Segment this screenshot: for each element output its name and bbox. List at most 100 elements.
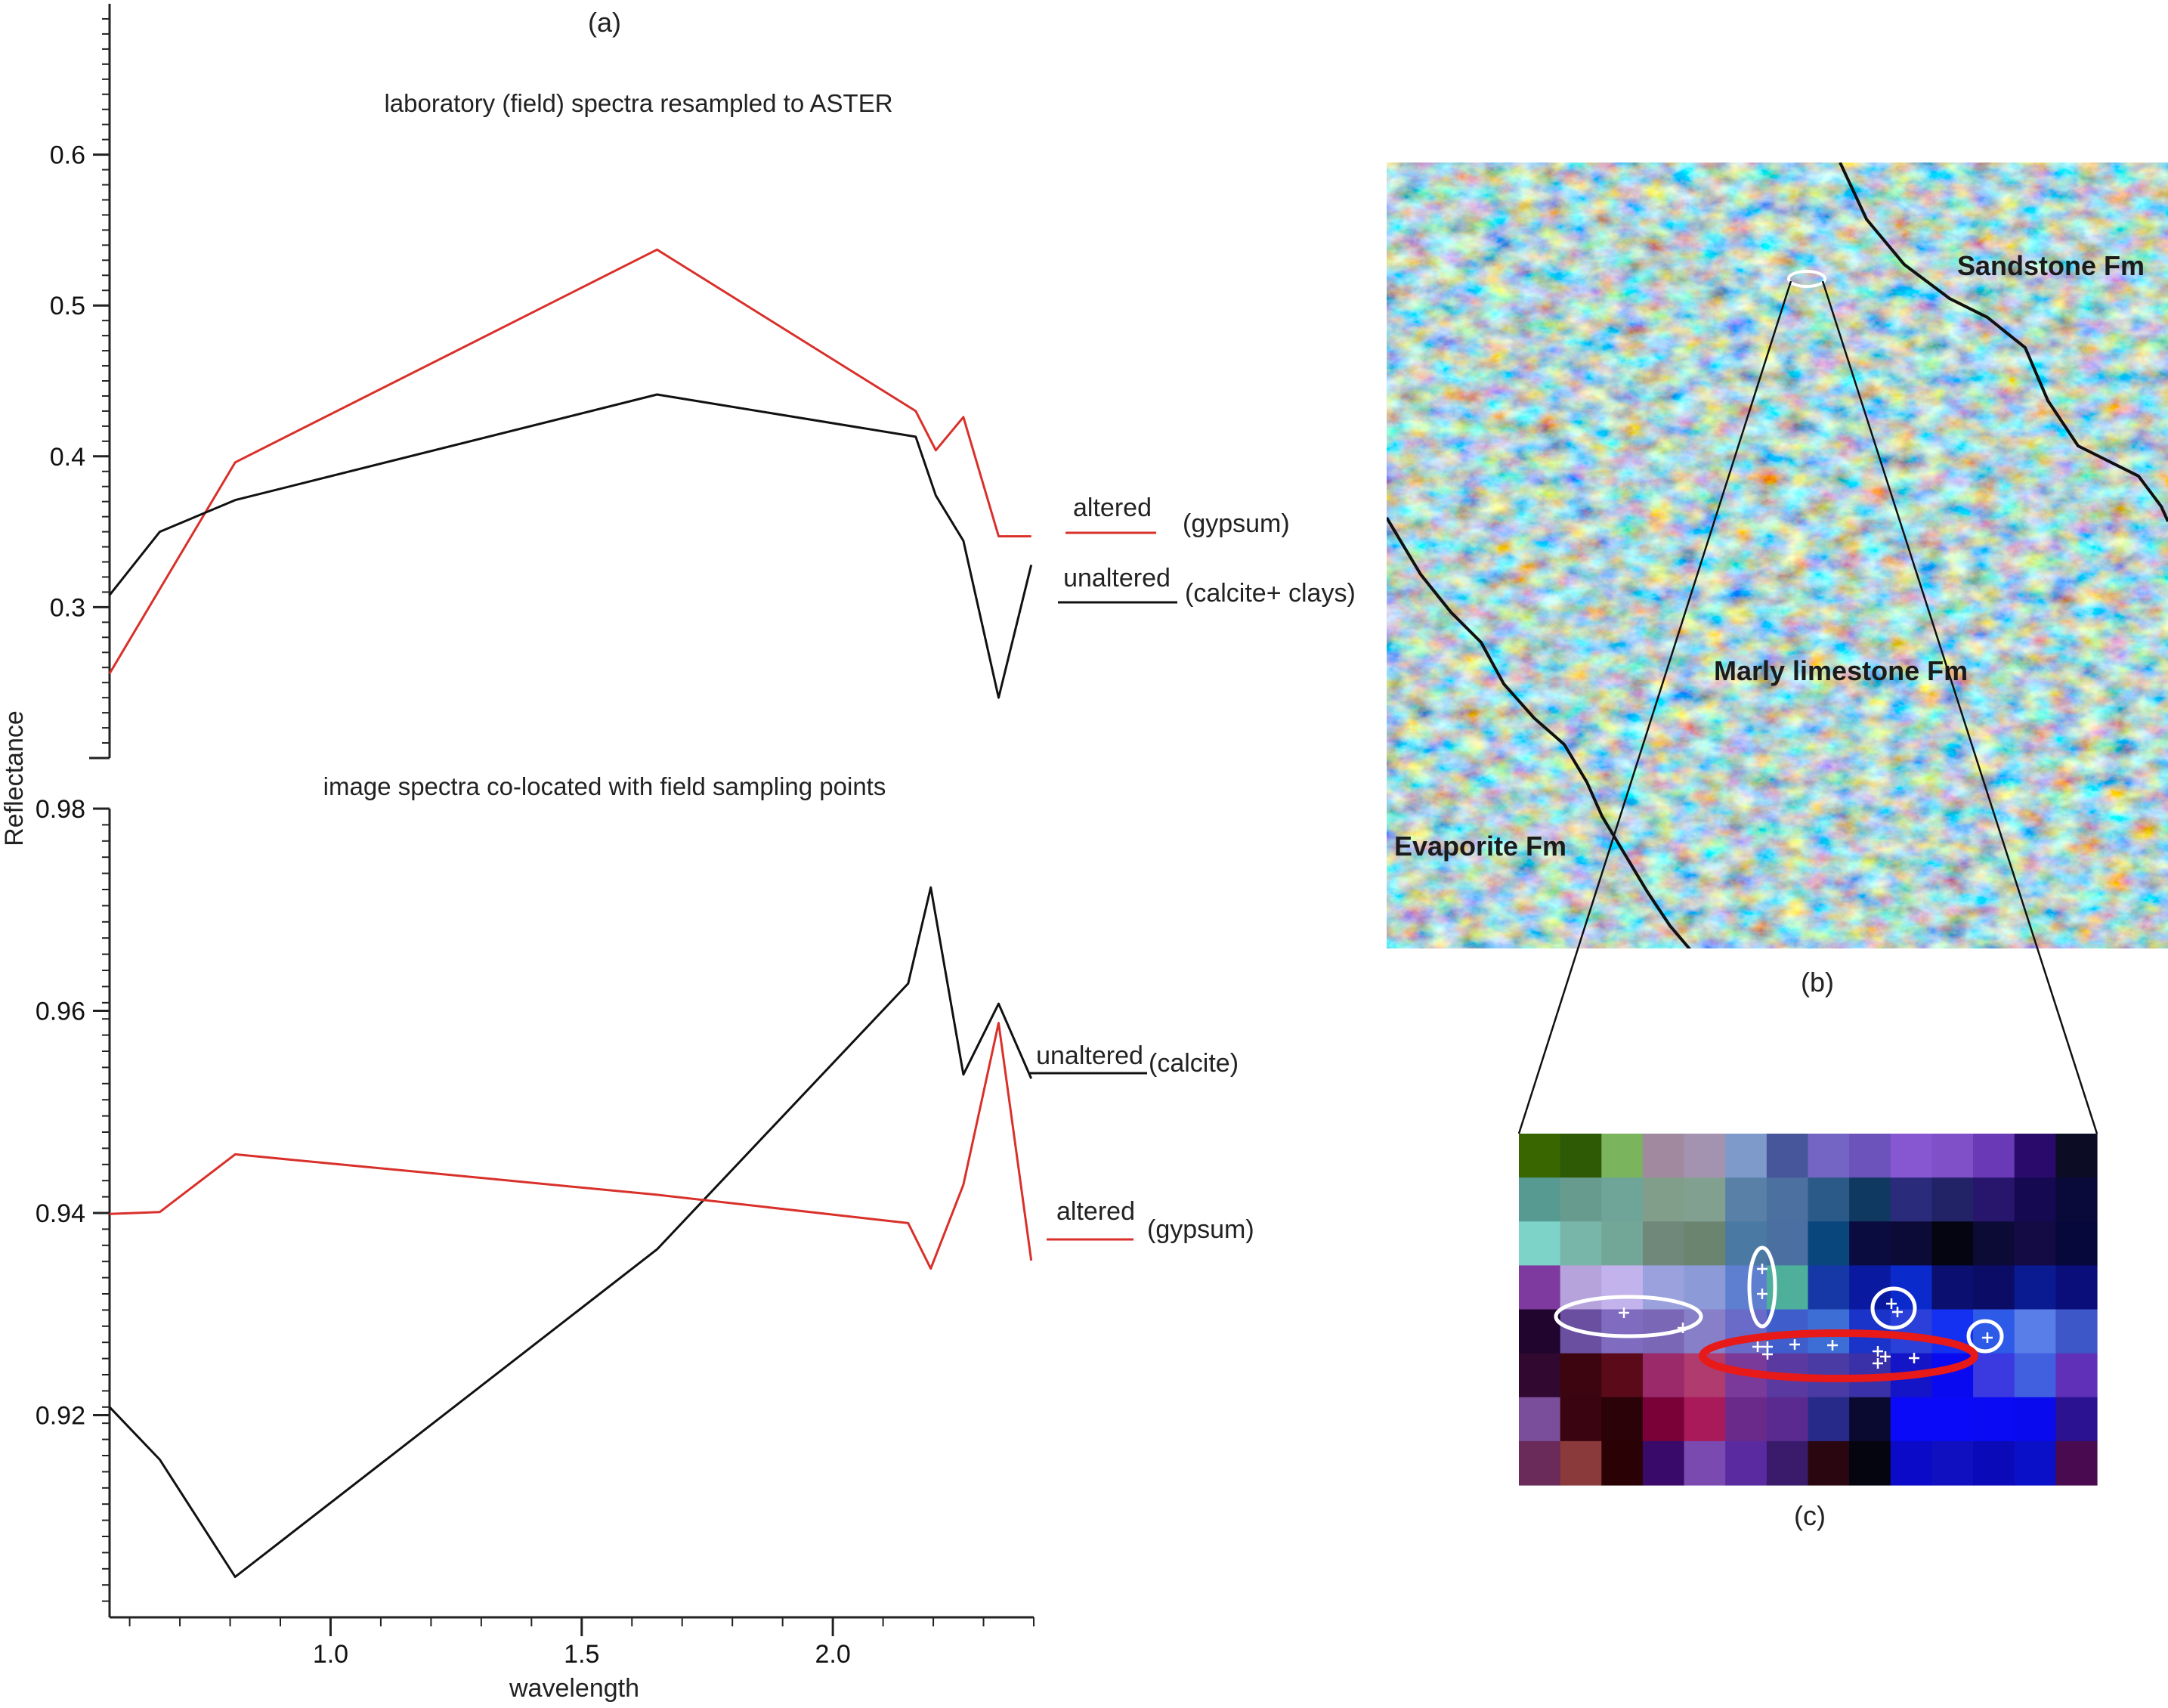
map-label-sandstone: Sandstone Fm: [1957, 250, 2145, 281]
grid-circle-white-right: [1966, 1319, 2004, 1354]
grid-cell: [2055, 1265, 2098, 1310]
grid-cell: [2014, 1177, 2056, 1222]
grid-cell: [1519, 1440, 1561, 1486]
grid-cell: [1601, 1309, 1644, 1354]
grid-cell: [2014, 1440, 2056, 1486]
grid-cell: [1973, 1353, 2015, 1398]
grid-cell: [1684, 1397, 1726, 1442]
grid-cell: [1725, 1397, 1767, 1442]
grid-cell: [1642, 1177, 1685, 1222]
bottom-y-ticks: 0.98 0.96 0.94 0.92: [36, 795, 110, 1602]
grid-cell: [1642, 1353, 1685, 1398]
map-panel-b: Sandstone Fm Marly limestone Fm Evaporit…: [1387, 162, 2168, 948]
legend-top-altered-label: altered: [1073, 494, 1152, 522]
bottom-series-altered-line: [109, 1022, 1033, 1270]
grid-cell: [1808, 1440, 1850, 1486]
grid-cell: [1808, 1397, 1850, 1442]
grid-cell: [1890, 1440, 1933, 1486]
grid-cell: [1973, 1265, 2015, 1310]
grid-cell: [1973, 1309, 2015, 1354]
grid-cell: [2014, 1221, 2056, 1266]
sample-point-mark: [1619, 1307, 1629, 1318]
sample-point-mark: [1678, 1323, 1688, 1333]
grid-cell: [1766, 1440, 1809, 1486]
grid-cell: [1519, 1397, 1561, 1442]
top-y-tick-label: 0.3: [50, 593, 85, 622]
grid-cell: [1931, 1440, 1974, 1486]
grid-cell: [1560, 1353, 1602, 1398]
grid-cell: [1766, 1134, 1809, 1178]
pixel-grid-c: [1519, 1134, 2098, 1486]
top-y-tick-label: 0.4: [50, 443, 85, 472]
panel-c-label: (c): [1794, 1500, 1826, 1531]
grid-cell: [1766, 1221, 1809, 1266]
grid-cell: [1519, 1309, 1561, 1354]
grid-cell: [1766, 1177, 1809, 1222]
grid-cell: [1725, 1221, 1767, 1266]
map-boundary-left: [1387, 516, 1692, 948]
map-sample-ellipse: [1787, 270, 1826, 288]
map-image-texture: [1387, 162, 2168, 948]
grid-cell: [1601, 1265, 1644, 1310]
legend-bottom-altered-label: altered: [1056, 1197, 1135, 1226]
grid-cell: [1849, 1440, 1891, 1486]
sample-point-mark: [1762, 1349, 1773, 1360]
grid-cell: [1890, 1177, 1933, 1222]
grid-cell: [1560, 1221, 1602, 1266]
grid-sample-points: [1619, 1264, 1993, 1369]
legend-bottom-altered-note: (gypsum): [1147, 1215, 1254, 1244]
grid-cell: [1808, 1221, 1850, 1266]
legend-bottom-unaltered-label: unaltered: [1036, 1041, 1143, 1070]
grid-cell: [1519, 1221, 1561, 1266]
x-tick-label: 1.0: [313, 1640, 348, 1669]
legend-top-unaltered-note: (calcite+ clays): [1185, 579, 1356, 608]
grid-cell: [1560, 1397, 1602, 1442]
x-tick-label: 1.5: [564, 1640, 599, 1669]
grid-cell: [1931, 1134, 1974, 1178]
grid-cell: [1642, 1440, 1685, 1486]
grid-cell: [2014, 1397, 2056, 1442]
grid-cell: [2055, 1221, 2098, 1266]
grid-ellipse-white-vertical: [1747, 1245, 1777, 1329]
grid-cell: [1808, 1134, 1850, 1178]
y-axis-label: Reflectance: [0, 710, 29, 846]
grid-cell: [1519, 1265, 1561, 1310]
legend-top-unaltered-label: unaltered: [1063, 564, 1171, 593]
grid-cell: [1601, 1134, 1644, 1178]
grid-cell: [1931, 1397, 1974, 1442]
top-chart: laboratory (field) spectra resampled to …: [50, 4, 1356, 760]
sample-point-mark: [1757, 1264, 1767, 1274]
sample-point-mark: [1886, 1298, 1897, 1309]
sample-point-mark: [1892, 1307, 1903, 1317]
grid-cell: [1766, 1397, 1809, 1442]
grid-cell: [1684, 1440, 1726, 1486]
bottom-y-tick-label: 0.92: [36, 1402, 85, 1431]
grid-cell: [1601, 1353, 1644, 1398]
grid-cell: [1642, 1397, 1685, 1442]
map-label-evaporite: Evaporite Fm: [1394, 831, 1566, 862]
legend-bottom-unaltered-note: (calcite): [1149, 1049, 1239, 1078]
grid-cell: [1725, 1265, 1767, 1310]
grid-circle-white-mid: [1870, 1286, 1917, 1330]
map-boundary-right: [1839, 162, 2168, 522]
grid-cell: [1808, 1265, 1850, 1310]
top-y-tick-label: 0.5: [50, 292, 85, 320]
grid-cell: [1642, 1221, 1685, 1266]
grid-cell: [2055, 1397, 2098, 1442]
x-tick-label: 2.0: [815, 1640, 850, 1669]
grid-ellipse-white-left: [1554, 1295, 1703, 1338]
top-series-altered-line: [108, 248, 1031, 674]
grid-cell: [1973, 1440, 2015, 1486]
bottom-y-tick-label: 0.96: [36, 998, 85, 1026]
bottom-chart-title: image spectra co-located with field samp…: [323, 772, 886, 800]
top-y-tick-label: 0.6: [50, 141, 85, 170]
grid-cell: [1931, 1221, 1974, 1266]
top-series-unaltered-line: [108, 393, 1033, 699]
x-axis-label: wavelength: [509, 1674, 639, 1703]
grid-cell: [1890, 1134, 1933, 1178]
grid-cell: [2014, 1134, 2056, 1178]
grid-cell: [1560, 1134, 1602, 1178]
top-chart-title: laboratory (field) spectra resampled to …: [384, 89, 892, 117]
bottom-series-unaltered-line: [108, 886, 1033, 1578]
grid-cell: [1684, 1265, 1726, 1310]
